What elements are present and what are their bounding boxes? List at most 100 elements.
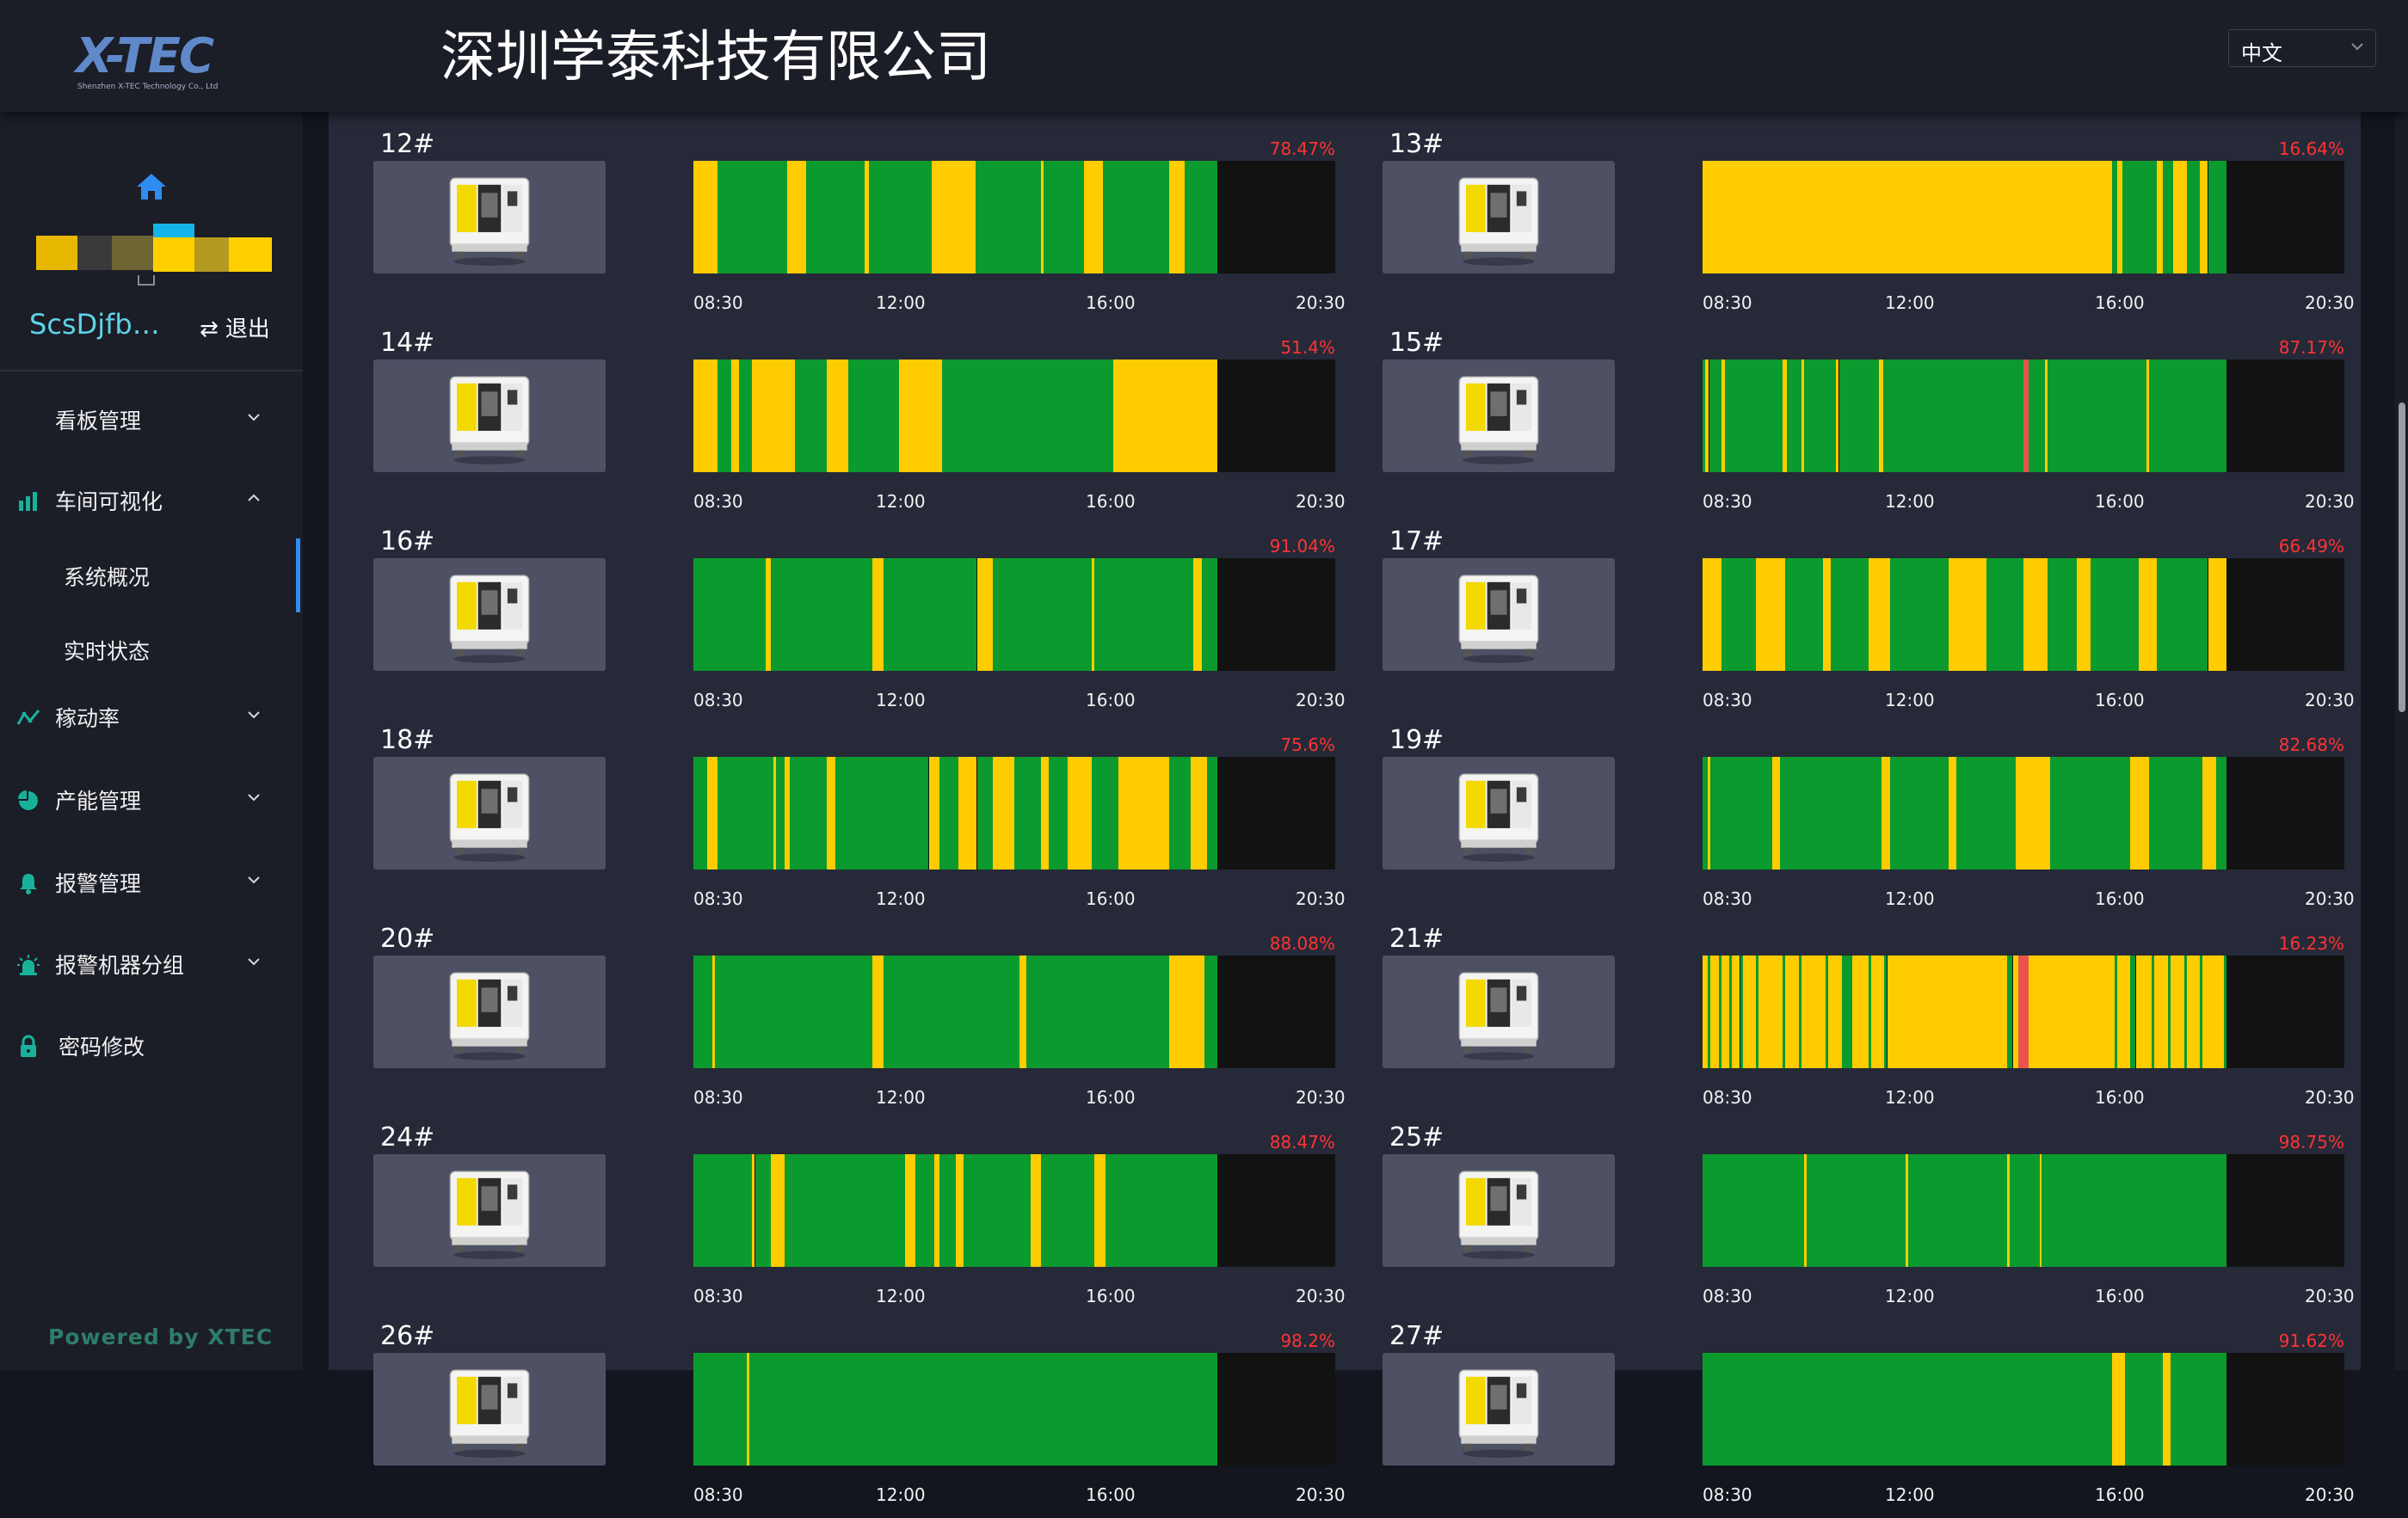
time-axis-tick: 20:30: [2305, 1087, 2355, 1108]
time-axis-tick: 16:00: [2095, 888, 2145, 909]
machine-image[interactable]: [373, 1154, 606, 1267]
nav-item-change-password[interactable]: 密码修改: [0, 1015, 303, 1075]
xtec-logo[interactable]: X-TEC Shenzhen X-TEC Technology Co., Ltd: [76, 26, 239, 98]
machine-card[interactable]: 18# 75.6% 08:30 12:00 16:00 20:30: [372, 723, 1370, 922]
utilization-percent: 87.17%: [2278, 337, 2344, 358]
machine-card[interactable]: 17# 66.49% 08:30 12:00 16:00 20:30: [1381, 525, 2379, 723]
status-timeline[interactable]: [693, 161, 1335, 273]
timeline-segment-run: [915, 1154, 934, 1267]
timeline-segment-idle: [752, 360, 796, 472]
scrollbar-thumb[interactable]: [2399, 403, 2405, 712]
language-selected-value: 中文: [2241, 41, 2282, 65]
time-axis-tick: 12:00: [1885, 491, 1935, 512]
machine-card[interactable]: 12# 78.47% 08:30 12:00 16:00 20:30: [372, 127, 1370, 326]
timeline-segment-run: [1889, 558, 1949, 671]
machine-card[interactable]: 13# 16.64% 08:30 12:00 16:00 20:30: [1381, 127, 2379, 326]
nav-item-alarm-management[interactable]: 报警管理: [0, 851, 303, 912]
timeline-segment-run: [693, 956, 712, 1068]
machine-image[interactable]: [373, 757, 606, 870]
status-timeline[interactable]: [1703, 1154, 2344, 1267]
time-axis-tick: 12:00: [1885, 888, 1935, 909]
timeline-segment-run: [2048, 360, 2146, 472]
machine-image[interactable]: [1383, 1154, 1615, 1267]
status-timeline[interactable]: [693, 956, 1335, 1068]
utilization-percent: 51.4%: [1280, 337, 1335, 358]
timeline-segment-run: [2048, 558, 2078, 671]
timeline-segment-run: [789, 757, 828, 870]
home-icon[interactable]: [135, 172, 168, 201]
time-axis-tick: 12:00: [876, 1286, 926, 1306]
machine-image[interactable]: [1383, 956, 1615, 1068]
timeline-segment-run: [1798, 956, 1801, 1068]
nav-subitem-realtime-status[interactable]: 实时状态: [0, 618, 303, 678]
machine-card[interactable]: 24# 88.47% 08:30 12:00 16:00 20:30: [372, 1121, 1370, 1319]
status-timeline[interactable]: [1703, 161, 2344, 273]
machine-image[interactable]: [373, 558, 606, 671]
machine-image[interactable]: [373, 956, 606, 1068]
timeline-segment-idle: [1703, 956, 1709, 1068]
machine-card[interactable]: 15# 87.17% 08:30 12:00 16:00 20:30: [1381, 326, 2379, 525]
time-axis-tick: 08:30: [693, 1087, 743, 1108]
machine-image[interactable]: [1383, 558, 1615, 671]
nav-item-capacity-management[interactable]: 产能管理: [0, 769, 303, 829]
time-axis-tick: 16:00: [1086, 1286, 1136, 1306]
status-timeline[interactable]: [693, 757, 1335, 870]
machine-card[interactable]: 26# 98.2% 08:30 12:00 16:00 20:30: [372, 1319, 1370, 1518]
machine-card[interactable]: 25# 98.75% 08:30 12:00 16:00 20:30: [1381, 1121, 2379, 1319]
scrollbar-track[interactable]: [2395, 112, 2408, 1370]
status-timeline[interactable]: [1703, 558, 2344, 671]
machine-card[interactable]: 21# 16.23% 08:30 12:00 16:00 20:30: [1381, 922, 2379, 1121]
timeline-segment-run: [1169, 757, 1192, 870]
status-timeline[interactable]: [693, 1154, 1335, 1267]
timeline-segment-run: [1868, 956, 1871, 1068]
time-axis-tick: 12:00: [876, 1087, 926, 1108]
timeline-segment-idle: [2039, 1154, 2042, 1267]
machine-image[interactable]: [1383, 360, 1615, 472]
timeline-segment-idle: [1870, 956, 1885, 1068]
machine-image[interactable]: [1383, 161, 1615, 273]
machine-card[interactable]: 20# 88.08% 08:30 12:00 16:00 20:30: [372, 922, 1370, 1121]
nav-subitem-system-overview[interactable]: 系统概况: [0, 544, 303, 604]
timeline-segment-idle: [1828, 956, 1842, 1068]
status-timeline[interactable]: [1703, 360, 2344, 472]
timeline-segment-idle: [2007, 1154, 2010, 1267]
time-axis-tick: 08:30: [1703, 690, 1752, 710]
nav-item-alarm-machine-groups[interactable]: 报警机器分组: [0, 933, 303, 993]
timeline-segment-run: [1105, 1154, 1218, 1267]
timeline-segment-run: [1907, 1154, 2008, 1267]
nav-item-label: 报警管理: [55, 871, 142, 896]
time-axis-tick: 08:30: [693, 292, 743, 313]
sidebar-divider: [0, 370, 303, 372]
timeline-segment-idle: [1710, 956, 1719, 1068]
nav-item-workshop-visualization[interactable]: 车间可视化: [0, 470, 303, 530]
timeline-segment-idle: [711, 956, 715, 1068]
machine-image[interactable]: [373, 360, 606, 472]
time-axis-tick: 20:30: [1296, 292, 1346, 313]
timeline-segment-idle: [2138, 558, 2158, 671]
chevron-down-icon: [2351, 43, 2363, 51]
machine-card[interactable]: 16# 91.04% 08:30 12:00 16:00 20:30: [372, 525, 1370, 723]
nav-item-board-management[interactable]: 看板管理: [0, 389, 303, 449]
status-timeline[interactable]: [693, 558, 1335, 671]
sidebar: ScsDjfb… ⇄ 退出 看板管理 车间可视化 系统概况 实时状态 稼动率 产能…: [0, 112, 303, 1370]
status-timeline[interactable]: [693, 360, 1335, 472]
time-axis-tick: 20:30: [2305, 292, 2355, 313]
machine-name: 13#: [1389, 129, 1444, 159]
time-axis-tick: 16:00: [1086, 292, 1136, 313]
status-timeline[interactable]: [1703, 757, 2344, 870]
machine-card[interactable]: 27# 91.62% 08:30 12:00 16:00 20:30: [1381, 1319, 2379, 1518]
status-timeline[interactable]: [1703, 956, 2344, 1068]
timeline-segment-idle: [931, 161, 976, 273]
nav-item-utilization-rate[interactable]: 稼动率: [0, 686, 303, 747]
timeline-segment-idle: [1822, 558, 1832, 671]
time-axis-tick: 08:30: [1703, 888, 1752, 909]
machine-image[interactable]: [373, 161, 606, 273]
timeline-segment-run: [2152, 956, 2155, 1068]
logout-button[interactable]: ⇄ 退出: [200, 311, 270, 343]
machine-image[interactable]: [1383, 757, 1615, 870]
machine-card[interactable]: 14# 51.4% 08:30 12:00 16:00 20:30: [372, 326, 1370, 525]
language-select[interactable]: 中文: [2228, 29, 2376, 67]
timeline-segment-idle: [1094, 1154, 1105, 1267]
time-axis-tick: 16:00: [2095, 491, 2145, 512]
machine-card[interactable]: 19# 82.68% 08:30 12:00 16:00 20:30: [1381, 723, 2379, 922]
